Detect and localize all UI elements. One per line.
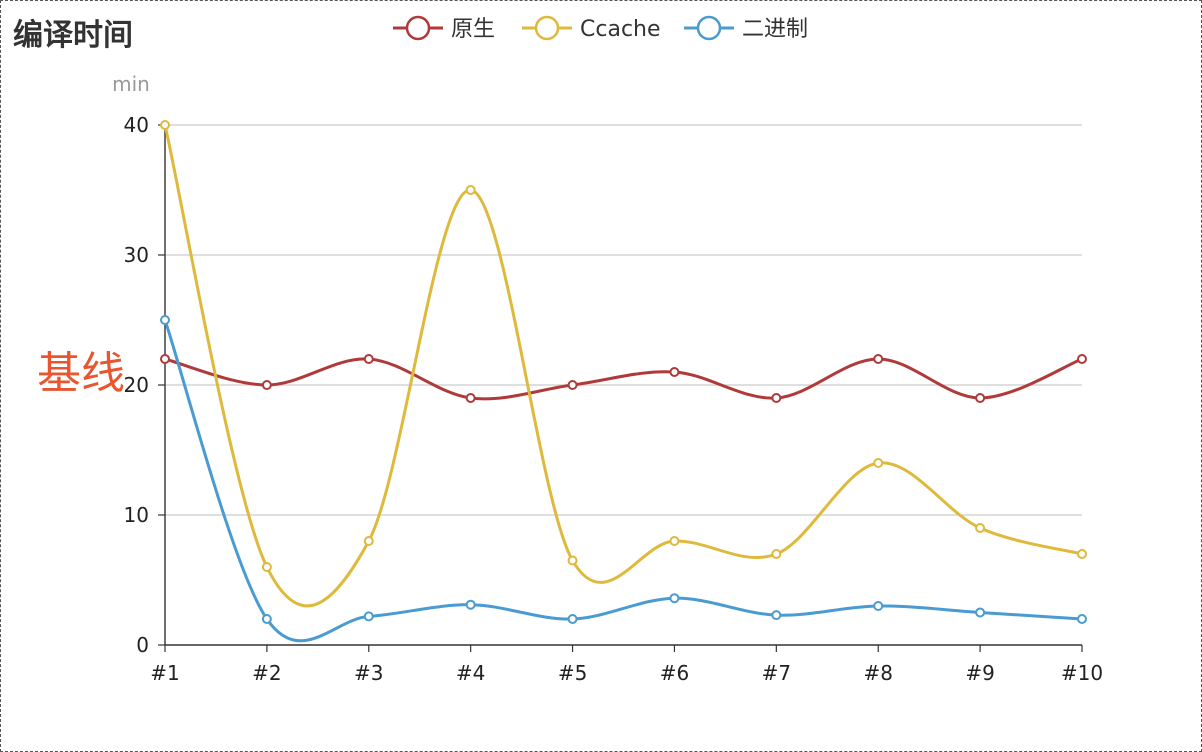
series-1 [160, 354, 1087, 403]
legend-label: 二进制 [742, 17, 808, 42]
data-point[interactable] [771, 393, 782, 403]
y-tick-label: 10 [124, 503, 149, 527]
data-point[interactable] [669, 536, 680, 546]
series-line [164, 357, 1083, 401]
y-axis-unit-label: min [112, 72, 150, 96]
data-point[interactable] [1077, 354, 1087, 364]
legend-label: Ccache [580, 17, 661, 42]
data-point[interactable] [465, 393, 476, 403]
x-tick-label: #2 [252, 661, 281, 685]
data-point[interactable] [465, 599, 476, 610]
data-point[interactable] [567, 380, 578, 390]
x-tick-label: #5 [558, 661, 587, 685]
y-tick-label: 0 [136, 633, 149, 657]
legend[interactable]: 原生 Ccache 二进制 [393, 15, 808, 42]
data-point[interactable] [873, 458, 884, 468]
series-line [163, 124, 1083, 608]
legend-marker [405, 15, 431, 41]
data-point[interactable] [975, 393, 986, 403]
legend-label: 原生 [451, 17, 495, 42]
data-point[interactable] [160, 354, 170, 364]
y-tick-label: 20 [124, 373, 149, 397]
x-tick-label: #1 [150, 661, 179, 685]
data-point[interactable] [160, 315, 170, 325]
data-point[interactable] [669, 593, 680, 604]
data-point[interactable] [1077, 614, 1087, 624]
legend-item-2[interactable]: Ccache [522, 15, 661, 42]
y-tick-label: 40 [124, 113, 149, 137]
axes: 0 10 20 30 40 #1 #2 #3 #4 #5 #6 #7 #8 #9 #10 [124, 113, 1104, 685]
x-tick-label: #4 [456, 661, 485, 685]
data-point[interactable] [975, 523, 986, 533]
data-point[interactable] [363, 611, 374, 622]
data-point[interactable] [363, 536, 374, 546]
legend-marker [696, 15, 722, 41]
data-point[interactable] [567, 614, 578, 624]
data-point[interactable] [873, 354, 884, 364]
series-2 [160, 120, 1087, 608]
series-lines [160, 120, 1087, 643]
data-point[interactable] [261, 562, 272, 572]
data-point[interactable] [567, 555, 578, 566]
data-point[interactable] [465, 185, 476, 195]
data-point[interactable] [363, 354, 374, 364]
data-point[interactable] [261, 614, 272, 624]
x-tick-label: #7 [762, 661, 791, 685]
y-tick-label: 30 [124, 243, 149, 267]
series-3 [160, 315, 1087, 643]
baseline-annotation: 基线 [37, 348, 125, 399]
x-tick-label: #6 [660, 661, 689, 685]
data-point[interactable] [261, 380, 272, 390]
data-point[interactable] [771, 549, 782, 559]
x-tick-label: #8 [863, 661, 892, 685]
x-tick-label: #3 [354, 661, 383, 685]
data-point[interactable] [771, 610, 782, 621]
grid-lines [165, 124, 1082, 516]
legend-item-1[interactable]: 原生 [393, 15, 495, 42]
data-point[interactable] [1077, 549, 1087, 559]
data-point[interactable] [160, 120, 170, 130]
legend-item-3[interactable]: 二进制 [684, 15, 808, 42]
legend-marker [534, 15, 560, 41]
x-tick-label: #9 [965, 661, 994, 685]
chart-title: 编译时间 [13, 18, 133, 53]
data-point[interactable] [873, 601, 884, 611]
data-point[interactable] [669, 367, 680, 377]
series-line [163, 319, 1083, 643]
x-tick-label: #10 [1061, 661, 1103, 685]
data-point[interactable] [975, 607, 986, 618]
